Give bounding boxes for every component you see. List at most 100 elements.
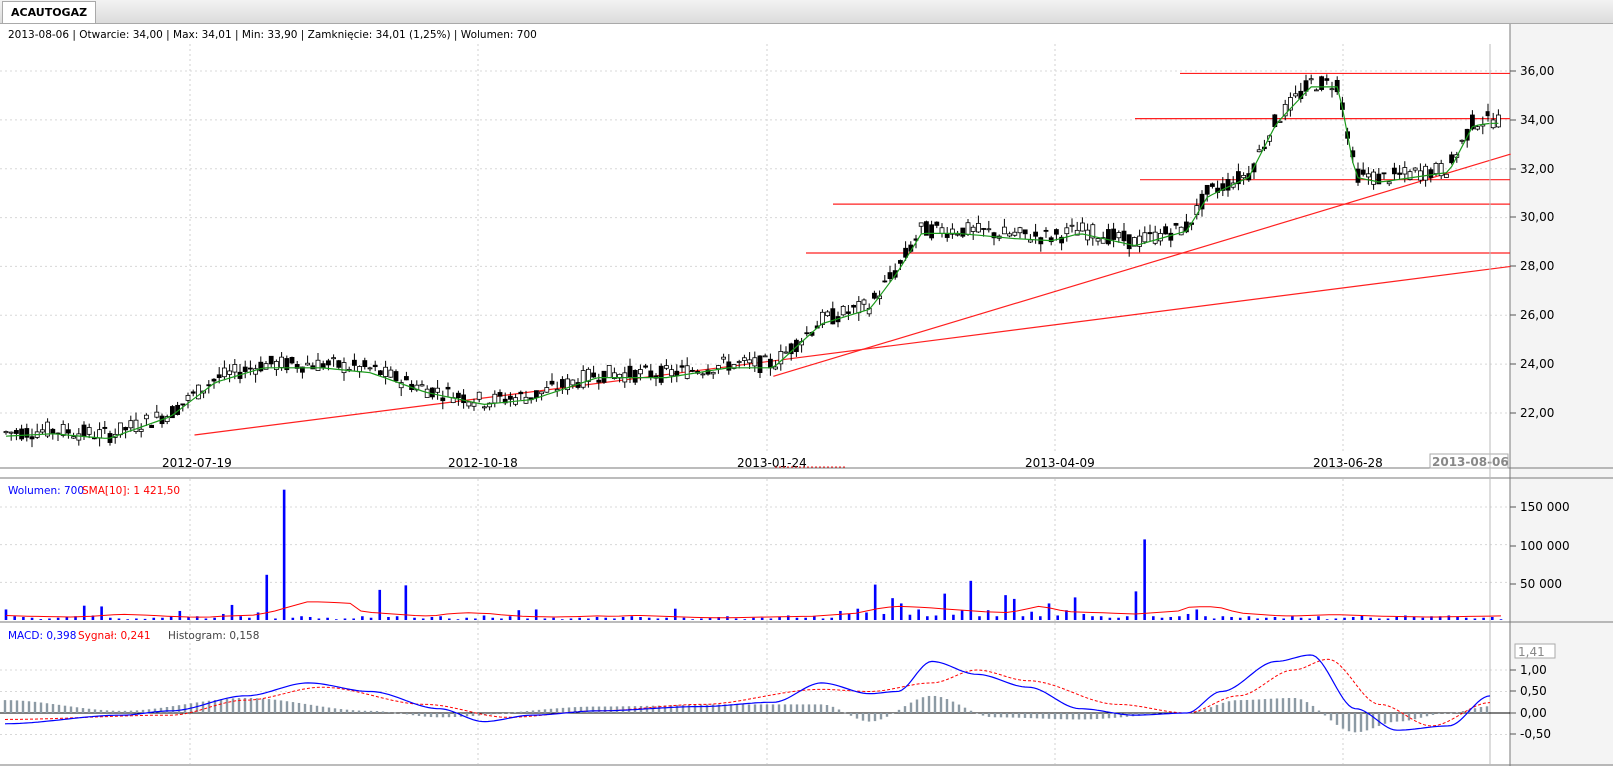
histogram-bar (675, 705, 679, 713)
volume-bar (639, 616, 642, 620)
candle-body (1220, 183, 1226, 191)
volume-bar (1047, 603, 1051, 620)
candle-body (45, 421, 50, 437)
candle-body (24, 428, 30, 438)
candle-body (466, 401, 472, 407)
histogram-bar (279, 700, 283, 713)
volume-bar (682, 617, 686, 620)
candle-body (1173, 223, 1179, 226)
candle-body (736, 361, 742, 363)
volume-bar (1143, 539, 1146, 620)
volume-bar (882, 613, 886, 620)
candle-body (627, 365, 633, 378)
volume-bar (1499, 619, 1503, 620)
volume-bar (943, 593, 947, 620)
histogram-bar (1257, 699, 1261, 713)
histogram-bar (579, 706, 583, 713)
histogram-bar (303, 703, 307, 713)
tab-acautogaz[interactable]: ACAUTOGAZ (2, 1, 97, 23)
histogram-bar (1359, 713, 1363, 732)
histogram-bar (441, 713, 445, 718)
candle-body (102, 426, 108, 429)
histogram-bar (1215, 704, 1219, 713)
histogram-bar (1083, 713, 1087, 720)
volume-bar (369, 617, 373, 620)
histogram-bar (933, 695, 937, 713)
histogram-bar (597, 706, 601, 713)
candle-body (1059, 236, 1064, 244)
volume-bar (56, 617, 60, 620)
volume-bar (1369, 617, 1372, 620)
histogram-bar (567, 707, 571, 713)
candle-body (840, 306, 846, 316)
histogram-bar (1203, 709, 1207, 713)
candle-body (1334, 79, 1340, 93)
histogram-bar (1419, 713, 1423, 718)
histogram-bar (1065, 713, 1069, 720)
candle-body (580, 370, 586, 388)
histogram-bar (1077, 713, 1081, 720)
trend-line (773, 153, 1511, 377)
macd-cursor-value: 1,41 (1518, 645, 1545, 659)
histogram-bar (51, 704, 55, 713)
volume-bar (465, 617, 468, 620)
histogram-bar (111, 710, 115, 713)
volume-bar (517, 610, 521, 620)
candle-body (1095, 238, 1101, 242)
candle-body (887, 272, 893, 279)
candle-body (13, 430, 19, 434)
candle-body (882, 280, 888, 283)
histogram-bar (1059, 713, 1063, 720)
candle-body (794, 339, 799, 353)
candle-body (40, 429, 45, 433)
candle-body (284, 358, 290, 371)
candle-body (1116, 232, 1122, 239)
histogram-bar (375, 711, 379, 713)
volume-bar (1386, 618, 1390, 620)
candle-body (461, 394, 467, 404)
candle-body (684, 365, 690, 379)
histogram-bar (1455, 712, 1459, 713)
candle-body (742, 357, 747, 361)
candle-body (190, 391, 196, 394)
histogram-bar (909, 702, 913, 713)
candle-body (258, 361, 264, 372)
candle-body (586, 368, 591, 382)
macd-cursor-box (1514, 643, 1556, 659)
histogram-bar (1329, 713, 1333, 721)
candle-body (752, 357, 758, 367)
candle-body (1376, 173, 1382, 185)
histogram-bar (87, 708, 91, 713)
histogram-bar (645, 705, 649, 713)
histogram-bar (33, 701, 37, 713)
volume-bar (1004, 595, 1007, 620)
histogram-bar (669, 705, 673, 713)
histogram-bar (1431, 713, 1435, 715)
candle-body (143, 414, 149, 420)
histogram-bar (555, 708, 559, 713)
volume-bar (856, 608, 860, 620)
volume-bar (847, 613, 851, 620)
histogram-bar (1449, 712, 1453, 714)
histogram-bar (243, 697, 247, 713)
histogram-bar (1191, 712, 1195, 714)
candle-body (892, 270, 898, 278)
candle-body (1475, 126, 1480, 130)
volume-bar (839, 610, 842, 620)
candle-body (721, 356, 726, 360)
histogram-bar (789, 704, 793, 713)
histogram-bar (213, 699, 217, 713)
volume-bar (786, 615, 790, 620)
histogram-bar (507, 712, 511, 714)
candle-body (1142, 232, 1148, 243)
volume-bar (204, 618, 208, 620)
histogram-bar (1479, 707, 1483, 713)
candle-body (606, 364, 612, 378)
volume-bar (743, 619, 747, 620)
histogram-bar (309, 704, 313, 713)
candle-body (1064, 227, 1070, 235)
candle-body (783, 351, 789, 354)
candle-body (273, 361, 279, 370)
chart-canvas[interactable]: 2013-08-06 | Otwarcie: 34,00 | Max: 34,0… (0, 24, 1613, 766)
histogram-bar (201, 701, 205, 713)
